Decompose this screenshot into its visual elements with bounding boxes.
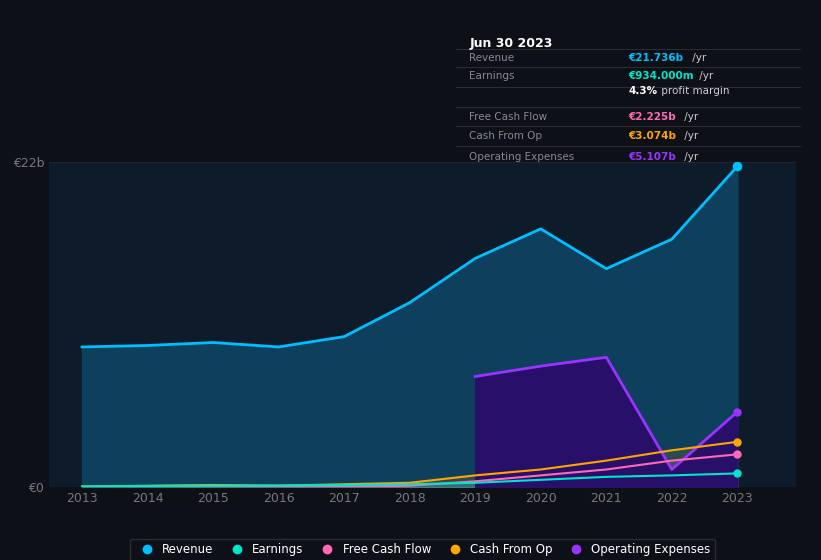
Text: Jun 30 2023: Jun 30 2023 (470, 38, 553, 50)
Text: €934.000m: €934.000m (628, 71, 694, 81)
Text: €21.736b: €21.736b (628, 53, 683, 63)
Text: €5.107b: €5.107b (628, 152, 676, 162)
Text: €3.074b: €3.074b (628, 132, 676, 141)
Text: /yr: /yr (681, 132, 699, 141)
Text: 4.3%: 4.3% (628, 86, 657, 96)
Text: /yr: /yr (681, 111, 699, 122)
Text: €2.225b: €2.225b (628, 111, 676, 122)
Text: profit margin: profit margin (658, 86, 730, 96)
Text: Cash From Op: Cash From Op (470, 132, 543, 141)
Legend: Revenue, Earnings, Free Cash Flow, Cash From Op, Operating Expenses: Revenue, Earnings, Free Cash Flow, Cash … (131, 539, 715, 560)
Text: Operating Expenses: Operating Expenses (470, 152, 575, 162)
Text: Revenue: Revenue (470, 53, 515, 63)
Text: Earnings: Earnings (470, 71, 515, 81)
Text: Free Cash Flow: Free Cash Flow (470, 111, 548, 122)
Text: /yr: /yr (696, 71, 713, 81)
Text: /yr: /yr (689, 53, 706, 63)
Text: /yr: /yr (681, 152, 699, 162)
